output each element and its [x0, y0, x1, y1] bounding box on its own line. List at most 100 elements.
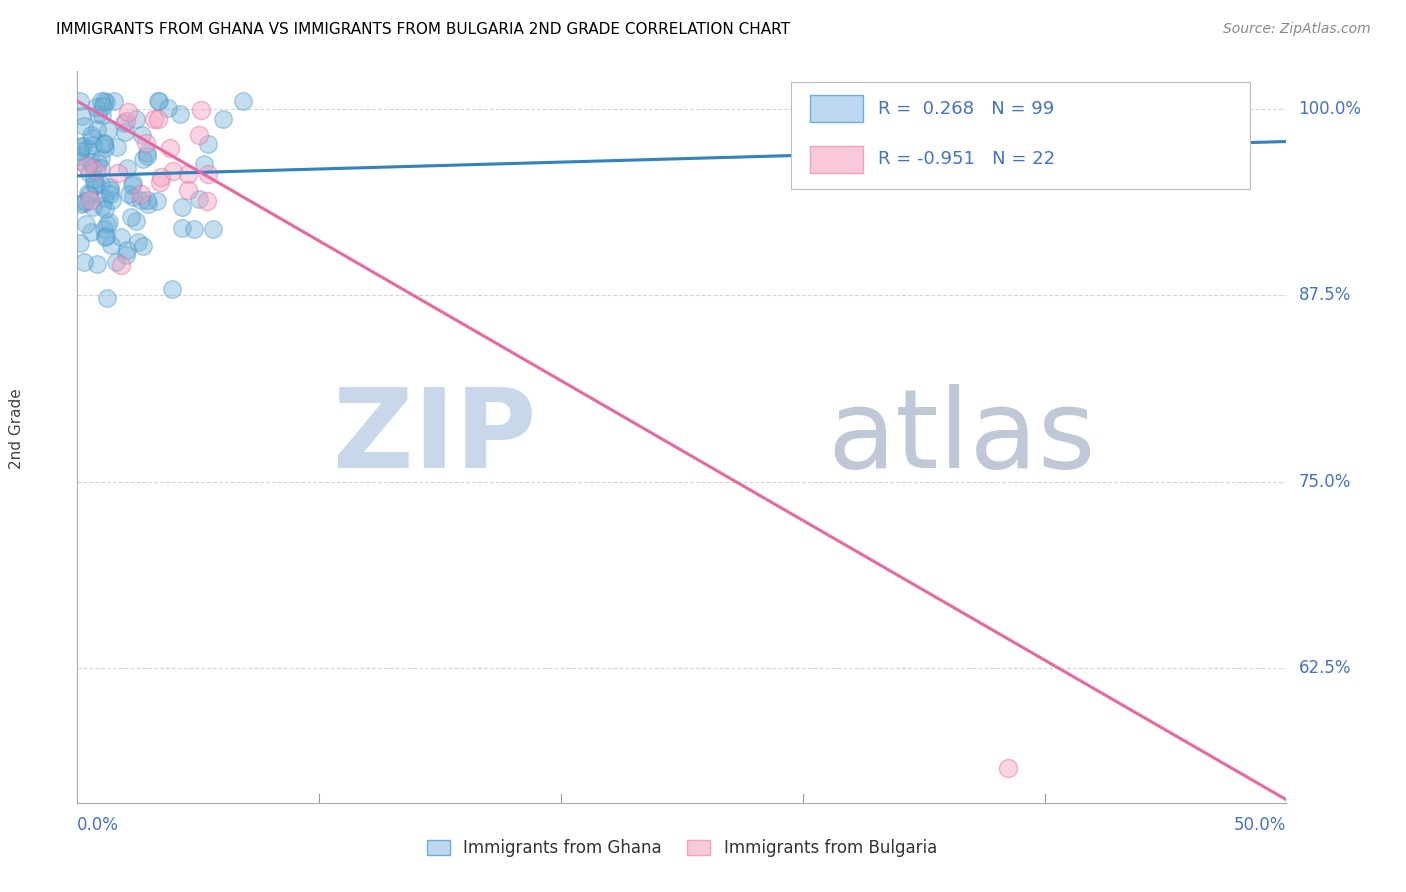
- Point: [80, 226, 103, 240]
- Point: [177, 183, 200, 197]
- Point: [69, 197, 91, 211]
- Point: [69, 139, 91, 153]
- Point: [84, 100, 107, 114]
- Point: [197, 167, 219, 181]
- Text: 75.0%: 75.0%: [1299, 473, 1351, 491]
- Text: 62.5%: 62.5%: [1299, 659, 1351, 677]
- Point: [90, 199, 112, 213]
- Point: [75, 217, 97, 231]
- Point: [127, 235, 149, 249]
- Point: [125, 112, 148, 127]
- Point: [177, 167, 200, 181]
- Point: [105, 255, 128, 269]
- Point: [132, 239, 155, 253]
- Point: [135, 149, 157, 163]
- Point: [107, 166, 129, 180]
- Point: [129, 193, 152, 207]
- Point: [86, 121, 108, 136]
- Point: [188, 193, 211, 207]
- FancyBboxPatch shape: [810, 95, 863, 122]
- Point: [188, 128, 211, 142]
- Point: [69, 154, 91, 169]
- Point: [120, 210, 142, 224]
- Text: 100.0%: 100.0%: [1299, 100, 1361, 118]
- Point: [69, 149, 91, 163]
- Point: [169, 107, 191, 121]
- Point: [96, 229, 118, 244]
- Point: [69, 94, 91, 108]
- Point: [94, 202, 117, 216]
- Point: [115, 161, 138, 175]
- Point: [75, 194, 97, 208]
- Point: [94, 95, 117, 110]
- Point: [76, 160, 98, 174]
- Point: [117, 104, 139, 119]
- Point: [112, 116, 135, 130]
- Point: [212, 112, 235, 127]
- Point: [195, 194, 218, 208]
- Text: 2nd Grade: 2nd Grade: [10, 388, 24, 468]
- Point: [148, 94, 170, 108]
- Point: [73, 119, 96, 133]
- Point: [76, 186, 98, 200]
- Point: [136, 146, 159, 161]
- Point: [90, 161, 112, 176]
- Point: [143, 112, 166, 126]
- Text: 0.0%: 0.0%: [77, 816, 120, 834]
- Point: [136, 197, 159, 211]
- Point: [146, 94, 169, 108]
- Point: [91, 99, 114, 113]
- Point: [121, 176, 143, 190]
- Point: [80, 128, 103, 142]
- Point: [197, 136, 219, 151]
- Point: [110, 230, 132, 244]
- Point: [69, 236, 91, 251]
- Point: [170, 200, 193, 214]
- Point: [84, 162, 107, 177]
- Point: [149, 175, 172, 189]
- FancyBboxPatch shape: [810, 146, 863, 173]
- Point: [82, 131, 104, 145]
- Point: [162, 282, 184, 296]
- Text: Source: ZipAtlas.com: Source: ZipAtlas.com: [1223, 22, 1371, 37]
- Point: [90, 94, 112, 108]
- Point: [77, 166, 100, 180]
- Point: [121, 178, 143, 193]
- Point: [83, 172, 105, 186]
- Point: [193, 157, 215, 171]
- Text: atlas: atlas: [827, 384, 1095, 491]
- Point: [98, 179, 121, 194]
- FancyBboxPatch shape: [790, 82, 1250, 189]
- Point: [93, 137, 115, 152]
- Text: 87.5%: 87.5%: [1299, 286, 1351, 304]
- Point: [93, 191, 115, 205]
- Point: [93, 94, 115, 108]
- Point: [157, 101, 180, 115]
- Point: [72, 139, 94, 153]
- Legend: Immigrants from Ghana, Immigrants from Bulgaria: Immigrants from Ghana, Immigrants from B…: [420, 832, 943, 864]
- Point: [117, 243, 139, 257]
- Point: [91, 108, 114, 122]
- Point: [94, 229, 117, 244]
- Point: [90, 177, 112, 191]
- Point: [110, 259, 132, 273]
- Point: [96, 218, 118, 232]
- Text: ZIP: ZIP: [333, 384, 537, 491]
- Point: [93, 222, 115, 236]
- Point: [114, 113, 136, 128]
- Point: [201, 222, 224, 236]
- Point: [96, 291, 118, 305]
- Point: [997, 762, 1019, 776]
- Point: [80, 155, 103, 169]
- Point: [94, 141, 117, 155]
- Point: [86, 257, 108, 271]
- Point: [115, 248, 138, 262]
- Point: [84, 178, 107, 193]
- Point: [98, 186, 121, 201]
- Point: [93, 136, 115, 151]
- Point: [98, 183, 121, 197]
- Point: [100, 238, 122, 252]
- Point: [86, 155, 108, 169]
- Point: [170, 220, 193, 235]
- Point: [69, 145, 91, 159]
